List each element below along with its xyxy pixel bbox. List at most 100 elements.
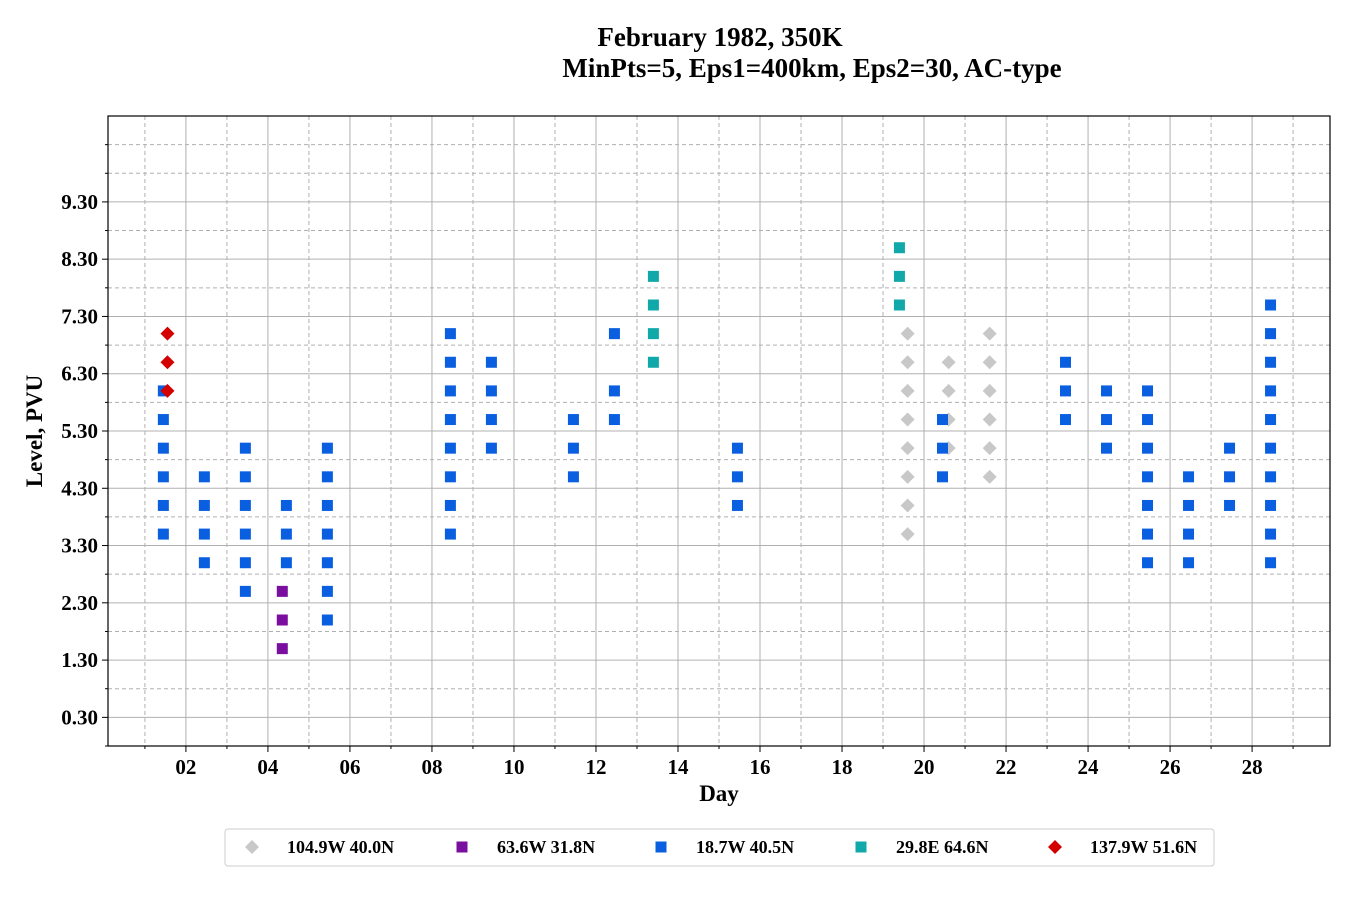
data-point-series-3 <box>198 557 210 569</box>
data-point-series-3 <box>321 557 333 569</box>
y-tick-label: 3.30 <box>61 534 98 558</box>
legend-box <box>224 828 1215 867</box>
data-point-series-3 <box>936 471 948 483</box>
y-axis-label: Level, PVU <box>22 374 47 487</box>
y-tick-label: 1.30 <box>61 648 98 672</box>
data-point-series-4 <box>893 270 905 282</box>
data-point-series-3 <box>157 442 169 454</box>
data-point-series-1 <box>900 441 915 456</box>
legend-marker-3 <box>655 841 667 853</box>
data-point-series-1 <box>900 326 915 341</box>
y-tick-label: 9.30 <box>61 190 98 214</box>
axis-ticks: 02 04 06 08 10 12 14 16 18 20 22 24 26 28 0.30 1.30 2.30… <box>61 144 1294 779</box>
data-point-series-3 <box>157 528 169 540</box>
data-point-series-3 <box>444 471 456 483</box>
data-point-series-3 <box>1265 442 1277 454</box>
data-point-series-2 <box>276 614 288 626</box>
data-point-series-3 <box>444 385 456 397</box>
data-point-series-3 <box>1265 414 1277 426</box>
x-tick-label: 12 <box>585 755 606 779</box>
data-point-series-3 <box>239 557 251 569</box>
x-tick-label: 14 <box>667 755 689 779</box>
chart-title: February 1982, 350K <box>597 22 842 52</box>
y-tick-label: 6.30 <box>61 362 98 386</box>
data-point-series-1 <box>982 412 997 427</box>
data-point-series-5 <box>160 383 175 398</box>
data-point-series-1 <box>982 469 997 484</box>
data-point-series-3 <box>608 385 620 397</box>
data-point-series-3 <box>157 471 169 483</box>
x-axis-label: Day <box>699 781 739 806</box>
data-point-series-3 <box>280 499 292 511</box>
x-tick-label: 20 <box>914 755 935 779</box>
data-point-series-3 <box>1265 356 1277 368</box>
y-tick-label: 2.30 <box>61 591 98 615</box>
data-point-series-1 <box>982 326 997 341</box>
legend-marker-5 <box>1048 840 1062 854</box>
data-point-series-3 <box>567 414 579 426</box>
data-point-series-3 <box>321 528 333 540</box>
data-point-series-3 <box>444 356 456 368</box>
data-point-series-3 <box>1265 385 1277 397</box>
data-point-series-3 <box>731 471 743 483</box>
data-point-series-3 <box>485 414 497 426</box>
data-point-series-3 <box>321 499 333 511</box>
data-point-series-3 <box>1265 557 1277 569</box>
data-point-series-1 <box>982 383 997 398</box>
data-point-series-3 <box>157 414 169 426</box>
x-tick-label: 26 <box>1160 755 1181 779</box>
data-point-series-3 <box>567 471 579 483</box>
data-point-series-3 <box>1265 499 1277 511</box>
data-point-series-2 <box>276 585 288 597</box>
data-point-series-4 <box>647 299 659 311</box>
data-point-series-3 <box>1060 385 1072 397</box>
data-point-series-3 <box>239 528 251 540</box>
data-point-series-1 <box>900 527 915 542</box>
data-point-series-3 <box>1265 471 1277 483</box>
data-point-series-3 <box>321 442 333 454</box>
x-tick-label: 08 <box>421 755 442 779</box>
data-point-series-3 <box>1224 471 1236 483</box>
data-point-series-4 <box>647 328 659 340</box>
data-point-series-3 <box>157 499 169 511</box>
data-point-series-3 <box>608 414 620 426</box>
data-point-series-1 <box>900 469 915 484</box>
data-point-series-3 <box>444 442 456 454</box>
data-point-series-4 <box>893 242 905 254</box>
data-point-series-3 <box>239 471 251 483</box>
data-point-series-3 <box>444 528 456 540</box>
legend-marker-4 <box>855 841 867 853</box>
data-point-series-3 <box>1142 442 1154 454</box>
data-point-series-3 <box>239 585 251 597</box>
legend-marker-2 <box>456 841 468 853</box>
data-point-series-3 <box>1183 471 1195 483</box>
data-point-series-3 <box>608 328 620 340</box>
data-point-series-3 <box>239 499 251 511</box>
legend-label-3: 18.7W 40.5N <box>696 837 794 857</box>
data-point-series-2 <box>276 643 288 655</box>
data-point-series-3 <box>280 528 292 540</box>
x-tick-label: 18 <box>832 755 853 779</box>
data-point-series-3 <box>1142 499 1154 511</box>
data-point-series-5 <box>160 355 175 370</box>
data-point-series-3 <box>1142 471 1154 483</box>
x-tick-label: 04 <box>257 755 279 779</box>
x-tick-label: 28 <box>1242 755 1263 779</box>
data-point-series-3 <box>1183 528 1195 540</box>
data-point-series-3 <box>1265 299 1277 311</box>
data-point-series-3 <box>1265 328 1277 340</box>
data-point-series-1 <box>982 441 997 456</box>
data-point-series-3 <box>936 414 948 426</box>
data-point-series-3 <box>485 356 497 368</box>
grid <box>108 116 1330 747</box>
legend-marker-1 <box>245 840 259 854</box>
data-point-series-3 <box>198 499 210 511</box>
x-tick-label: 02 <box>175 755 196 779</box>
data-point-series-4 <box>647 270 659 282</box>
data-point-series-3 <box>239 442 251 454</box>
data-point-series-3 <box>280 557 292 569</box>
data-point-series-3 <box>1142 557 1154 569</box>
data-point-series-3 <box>1101 385 1113 397</box>
legend-label-2: 63.6W 31.8N <box>497 837 595 857</box>
